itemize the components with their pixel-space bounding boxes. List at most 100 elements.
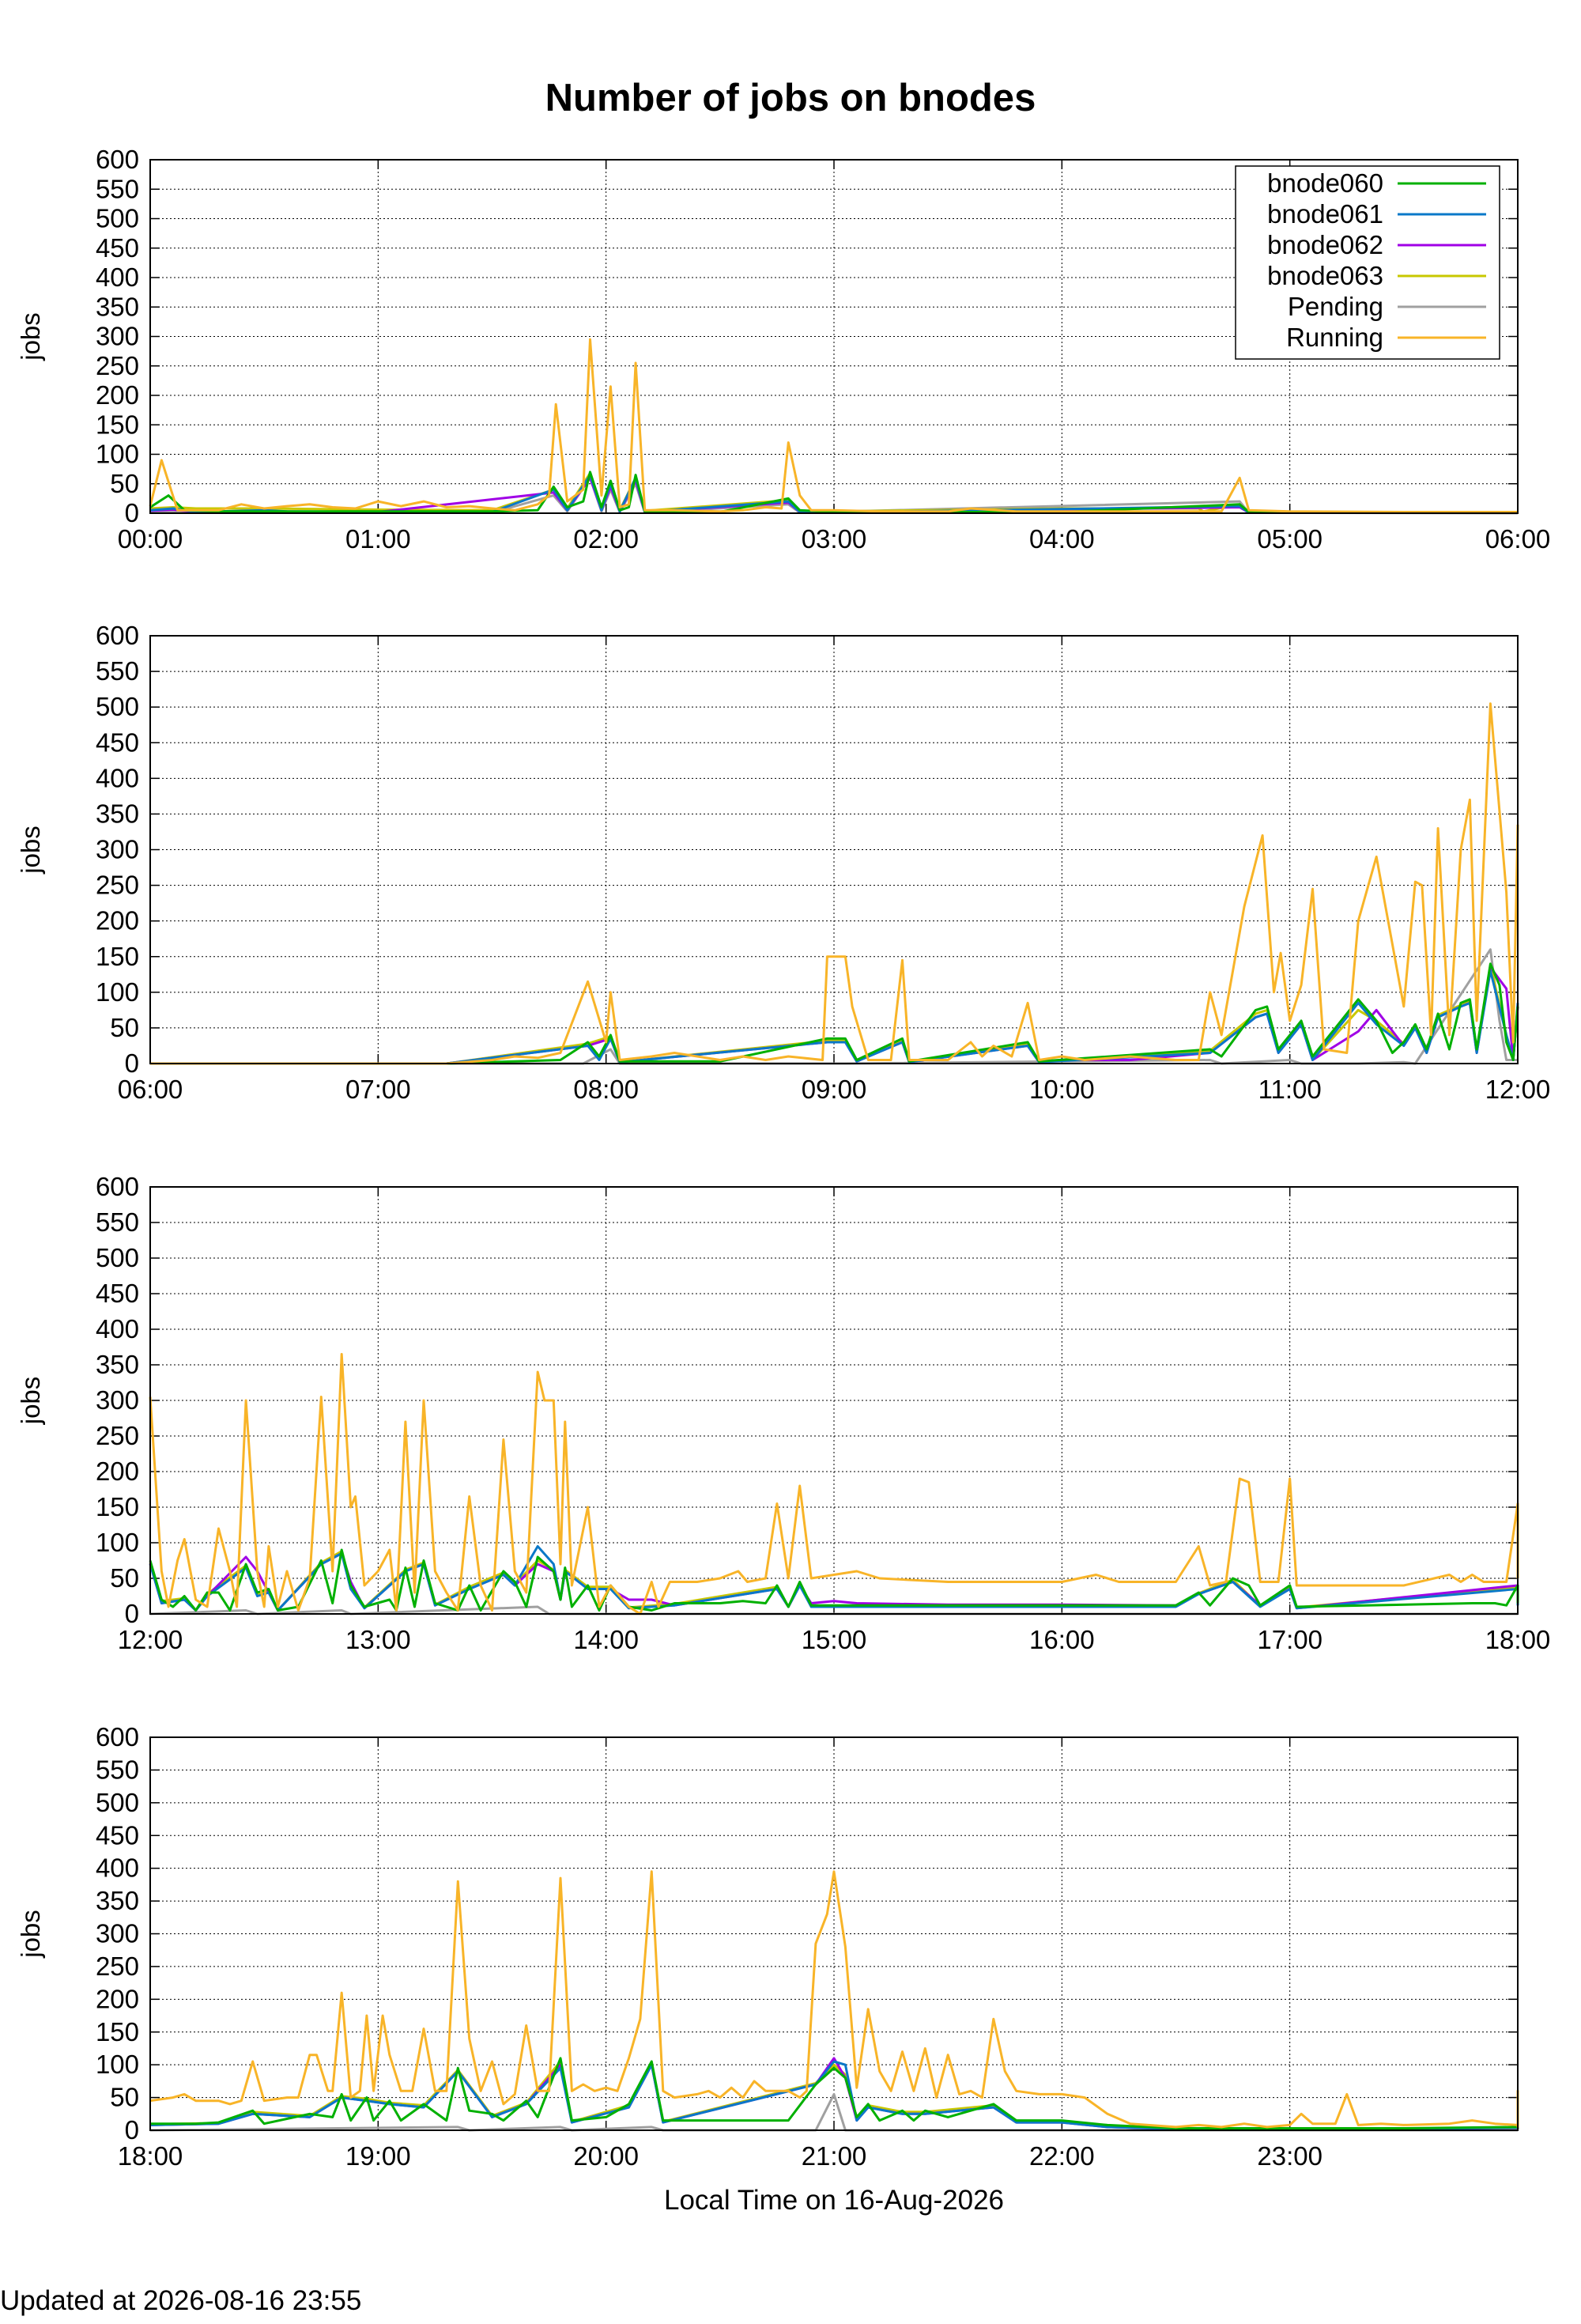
x-tick-label: 10:00	[1029, 1075, 1095, 1104]
series-line-running	[150, 702, 1519, 1065]
legend-box	[1235, 165, 1500, 360]
y-tick-label: 450	[96, 1279, 139, 1308]
legend-label-bnode061: bnode061	[1267, 199, 1383, 229]
y-tick-label: 0	[125, 1049, 139, 1078]
series-line-bnode061	[150, 969, 1519, 1065]
panel-3: 0 50 100 150 200 250 300 350 400 450 500 550 600 12:0…	[16, 1172, 1550, 1654]
y-tick-label: 550	[96, 1207, 139, 1237]
y-tick-label: 600	[96, 1172, 139, 1201]
y-tick-label: 150	[96, 942, 139, 971]
y-tick-label: 600	[96, 1722, 139, 1752]
y-tick-label: 400	[96, 1314, 139, 1343]
y-tick-label: 300	[96, 1919, 139, 1948]
y-tick-label: 500	[96, 1243, 139, 1272]
panel-2: 0 50 100 150 200 250 300 350 400 450 500 550 600 06:0…	[16, 621, 1550, 1104]
y-tick-label: 600	[96, 145, 139, 174]
y-tick-label: 300	[96, 322, 139, 351]
y-tick-label: 350	[96, 799, 139, 828]
x-tick-label: 14:00	[573, 1625, 639, 1654]
y-tick-label: 500	[96, 204, 139, 233]
x-tick-label: 12:00	[1485, 1075, 1551, 1104]
series-line-pending	[150, 948, 1518, 1065]
chart-title: Number of jobs on bnodes	[545, 77, 1036, 119]
series-line-running	[149, 1353, 1519, 1615]
y-tick-label: 450	[96, 1820, 139, 1850]
y-tick-label: 500	[96, 1788, 139, 1817]
plot-frame	[149, 159, 1519, 514]
x-tick-label: 07:00	[345, 1075, 411, 1104]
y-tick-label: 550	[96, 1755, 139, 1784]
plot-frame	[149, 1736, 1519, 2131]
plot-frame	[149, 1186, 1519, 1615]
legend-label-pending: Pending	[1288, 292, 1383, 321]
y-axis-label: jobs	[16, 1377, 45, 1426]
y-tick-label: 550	[96, 656, 139, 686]
y-tick-label: 600	[96, 621, 139, 650]
y-tick-label: 0	[125, 2115, 139, 2145]
y-tick-label: 250	[96, 1952, 139, 1981]
x-tick-label: 06:00	[1485, 524, 1551, 554]
y-tick-label: 200	[96, 906, 139, 935]
y-axis-label: jobs	[16, 312, 45, 361]
x-tick-label: 09:00	[802, 1075, 867, 1104]
legend-label-bnode063: bnode063	[1267, 261, 1383, 290]
y-tick-label: 200	[96, 1457, 139, 1486]
y-tick-label: 150	[96, 410, 139, 439]
x-tick-label: 15:00	[802, 1625, 867, 1654]
y-tick-label: 200	[96, 380, 139, 410]
y-tick-label: 500	[96, 692, 139, 721]
x-tick-label: 12:00	[118, 1625, 183, 1654]
y-tick-label: 100	[96, 1528, 139, 1557]
y-tick-label: 50	[110, 2083, 139, 2112]
y-tick-label: 400	[96, 1854, 139, 1883]
y-tick-label: 350	[96, 1886, 139, 1915]
y-tick-label: 250	[96, 1421, 139, 1450]
x-tick-label: 00:00	[118, 524, 183, 554]
x-tick-label: 16:00	[1029, 1625, 1095, 1654]
x-tick-label: 23:00	[1257, 2141, 1323, 2171]
y-tick-label: 400	[96, 763, 139, 792]
x-tick-label: 22:00	[1029, 2141, 1095, 2171]
y-tick-label: 100	[96, 440, 139, 469]
y-tick-label: 350	[96, 292, 139, 321]
x-tick-label: 18:00	[118, 2141, 183, 2171]
x-tick-label: 05:00	[1257, 524, 1323, 554]
series-line-bnode060	[150, 962, 1519, 1065]
panel-4: 0 50 100 150 200 250 300 350 400 450 500 550 600 18:0…	[16, 1722, 1519, 2216]
series-line-bnode062	[149, 1552, 1519, 1612]
y-tick-label: 250	[96, 871, 139, 900]
y-tick-label: 0	[125, 1599, 139, 1628]
x-tick-label: 02:00	[573, 524, 639, 554]
y-tick-label: 450	[96, 727, 139, 757]
legend-label-running: Running	[1286, 323, 1383, 352]
y-tick-label: 300	[96, 1385, 139, 1415]
x-tick-label: 06:00	[118, 1075, 183, 1104]
y-tick-label: 250	[96, 351, 139, 380]
x-tick-label: 19:00	[345, 2141, 411, 2171]
y-tick-label: 200	[96, 1984, 139, 2013]
y-tick-label: 50	[110, 1563, 139, 1593]
y-tick-label: 400	[96, 263, 139, 292]
y-tick-label: 0	[125, 498, 139, 527]
y-axis-label: jobs	[16, 1910, 45, 1959]
x-axis-label: Local Time on 16-Aug-2026	[664, 2185, 1004, 2216]
y-tick-label: 50	[110, 1013, 139, 1042]
y-tick-label: 450	[96, 233, 139, 263]
x-tick-label: 17:00	[1257, 1625, 1323, 1654]
series-line-running	[149, 338, 1518, 513]
y-tick-label: 100	[96, 2050, 139, 2079]
legend-label-bnode060: bnode060	[1267, 168, 1383, 198]
y-tick-label: 300	[96, 835, 139, 864]
x-tick-label: 04:00	[1029, 524, 1095, 554]
y-tick-label: 100	[96, 977, 139, 1007]
plot-frame	[149, 635, 1519, 1064]
series-line-running	[149, 1870, 1519, 2129]
series-line-bnode060	[150, 2057, 1519, 2129]
series-line-pending	[149, 2092, 1518, 2132]
x-tick-label: 21:00	[802, 2141, 867, 2171]
y-tick-label: 550	[96, 174, 139, 203]
x-tick-label: 01:00	[345, 524, 411, 554]
y-tick-label: 150	[96, 2017, 139, 2046]
y-axis-label: jobs	[16, 826, 45, 875]
